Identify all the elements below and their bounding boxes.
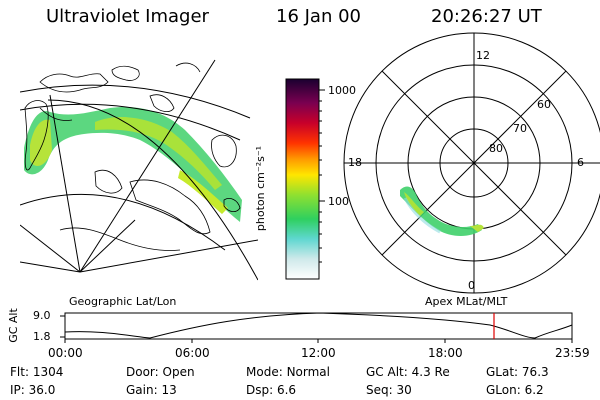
time-tick-1800: 18:00 xyxy=(428,346,463,360)
lat-label-60: 60 xyxy=(537,98,551,111)
geographic-label: Geographic Lat/Lon xyxy=(69,295,177,308)
status-glon: GLon: 6.2 xyxy=(486,383,544,397)
time-tick-2359: 23:59 xyxy=(555,346,590,360)
alt-tick-1-8: 1.8 xyxy=(33,330,51,343)
alt-tick-9: 9.0 xyxy=(33,309,51,322)
status-gain: Gain: 13 xyxy=(126,383,177,397)
colorbar-unit-label: photon cm⁻²s⁻¹ xyxy=(254,145,268,232)
time-tick-0600: 06:00 xyxy=(175,346,210,360)
colorbar-tick-100: 100 xyxy=(328,195,349,208)
status-ip: IP: 36.0 xyxy=(10,383,56,397)
status-seq: Seq: 30 xyxy=(366,383,412,397)
mlt-label-18: 18 xyxy=(348,156,362,169)
polar-plot xyxy=(343,32,600,294)
gc-alt-ylabel: GC Alt xyxy=(6,308,20,343)
mlt-label-6: 6 xyxy=(577,156,584,169)
altitude-plot xyxy=(60,312,573,343)
geographic-map xyxy=(20,59,258,281)
time-tick-1200: 12:00 xyxy=(301,346,336,360)
status-flt: Flt: 1304 xyxy=(10,365,64,379)
altitude-curve xyxy=(64,312,573,339)
status-dsp: Dsp: 6.6 xyxy=(246,383,297,397)
time-label: 20:26:27 UT xyxy=(431,6,542,27)
colorbar xyxy=(285,78,325,280)
status-glat: GLat: 76.3 xyxy=(486,365,549,379)
colorbar-tick-1000: 1000 xyxy=(328,84,356,97)
mlt-label-12: 12 xyxy=(476,49,490,62)
status-mode: Mode: Normal xyxy=(246,365,330,379)
status-gc-alt: GC Alt: 4.3 Re xyxy=(366,365,450,379)
mlt-label-0: 0 xyxy=(468,279,475,292)
apex-label: Apex MLat/MLT xyxy=(425,295,508,308)
date-label: 16 Jan 00 xyxy=(276,6,361,27)
time-tick-0000: 00:00 xyxy=(48,346,83,360)
aurora-band xyxy=(24,106,242,222)
lat-label-70: 70 xyxy=(513,122,527,135)
status-door: Door: Open xyxy=(126,365,195,379)
lat-label-80: 80 xyxy=(489,142,503,155)
instrument-title: Ultraviolet Imager xyxy=(46,6,209,27)
